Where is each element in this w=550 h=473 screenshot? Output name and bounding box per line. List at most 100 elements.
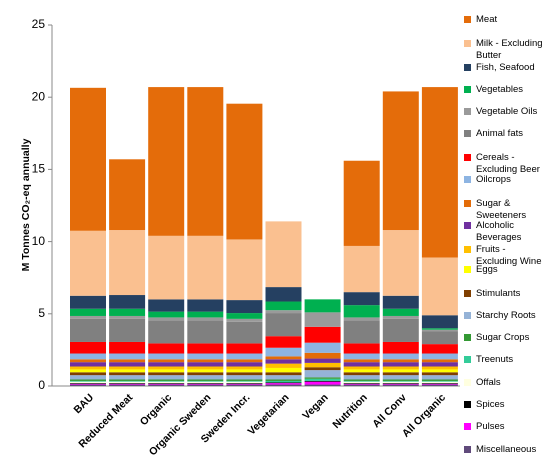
bar-segment [109, 315, 146, 319]
bar-segment [70, 369, 106, 373]
legend-label: Animal fats [476, 128, 523, 139]
x-tick-label: All Conv [370, 391, 409, 430]
bar-segment [343, 366, 380, 370]
bar-segment [265, 301, 302, 311]
bar-segment [265, 379, 302, 381]
bar-segment [109, 372, 146, 376]
legend-label: Vegetable Oils [476, 106, 538, 117]
bar-segment [265, 221, 302, 288]
bar-segment [70, 379, 106, 381]
bar-segment [343, 384, 380, 386]
legend-label: Starchy Roots [476, 310, 536, 321]
bar-segment [343, 292, 380, 306]
bar-segment [343, 369, 380, 373]
bar-segment [187, 380, 224, 382]
bar-segment [382, 379, 419, 381]
bar-segment [421, 315, 458, 329]
bar-segment [70, 315, 106, 319]
bar-segment [421, 375, 458, 380]
bar-segment [70, 295, 106, 309]
legend-swatch [464, 86, 471, 93]
bar-segment [109, 230, 146, 296]
legend-swatch [464, 176, 471, 183]
bar-segment [226, 369, 263, 373]
bar-segment [265, 380, 302, 383]
bar-segment [148, 353, 185, 360]
bar-segment [421, 362, 458, 367]
legend-swatch [464, 108, 471, 115]
bar-segment [382, 353, 419, 360]
bar-segment [226, 381, 263, 384]
bar-segment [265, 367, 302, 373]
bar-segment [148, 299, 185, 312]
bar-segment [109, 380, 146, 382]
bar-segment [148, 343, 185, 354]
bar-segment [343, 372, 380, 376]
bar-segment [70, 318, 106, 342]
bar-segment [304, 299, 341, 313]
y-tick-label: 15 [32, 162, 46, 176]
bar-segment [343, 381, 380, 384]
bar-segment [148, 235, 185, 300]
bar-segment [70, 375, 106, 380]
bar-segment [226, 313, 263, 319]
bar-segment [226, 375, 263, 380]
bar-segment [304, 367, 341, 371]
legend-label: Sugar Crops [476, 332, 530, 343]
legend-swatch [464, 446, 471, 453]
legend-swatch [464, 222, 471, 229]
legend-swatch [464, 290, 471, 297]
bar-segment [265, 382, 302, 384]
bar-segment [148, 87, 185, 236]
bar-segment [109, 359, 146, 363]
bar-segment [304, 380, 341, 382]
bar-segment [343, 245, 380, 293]
bar-segment [343, 317, 380, 321]
bar-segment [421, 359, 458, 363]
bar-segment [382, 359, 419, 363]
bar-segment [421, 366, 458, 370]
bar-segment [187, 299, 224, 312]
bar-segment [187, 362, 224, 367]
bar-segment [226, 366, 263, 370]
bar-segment [343, 380, 380, 382]
bar-segment [187, 372, 224, 376]
bar-segment [226, 321, 263, 344]
bar-segment [421, 331, 458, 345]
x-tick-label: BAU [72, 392, 97, 417]
legend-swatch [464, 40, 471, 47]
bar-segment [421, 384, 458, 386]
bar-segment [382, 383, 419, 385]
bar-segment [382, 230, 419, 296]
x-tick-label: Nutrition [330, 392, 369, 431]
bar-segment [343, 383, 380, 385]
legend-label: Sugar & Sweeteners [476, 198, 527, 221]
legend-label: Oilcrops [476, 174, 511, 185]
bar-segment [187, 353, 224, 360]
legend-label: Milk - Excluding Butter [476, 38, 543, 61]
bar-segment [265, 287, 302, 302]
bar-segment [421, 328, 458, 330]
bar-segment [187, 381, 224, 384]
y-tick-label: 10 [32, 234, 46, 248]
legend-label: Miscellaneous [476, 444, 537, 455]
bar-segment [70, 308, 106, 316]
bar-segment [109, 353, 146, 360]
bar-segment [265, 384, 302, 386]
bar-segment [148, 375, 185, 380]
bar-segment [343, 353, 380, 360]
y-tick-label: 5 [38, 306, 45, 320]
bar-segment [187, 311, 224, 318]
bar-segment [148, 366, 185, 370]
bar-segment [226, 343, 263, 354]
bar-segment [70, 87, 106, 231]
bar-segment [148, 384, 185, 386]
bar-segment [265, 347, 302, 357]
bar-segment [226, 372, 263, 376]
bar-segment [109, 295, 146, 309]
bar-segment [382, 362, 419, 367]
bar-segment [421, 383, 458, 385]
bar-segment [343, 359, 380, 363]
bar-segment [187, 317, 224, 321]
y-tick-label: 20 [32, 89, 46, 103]
